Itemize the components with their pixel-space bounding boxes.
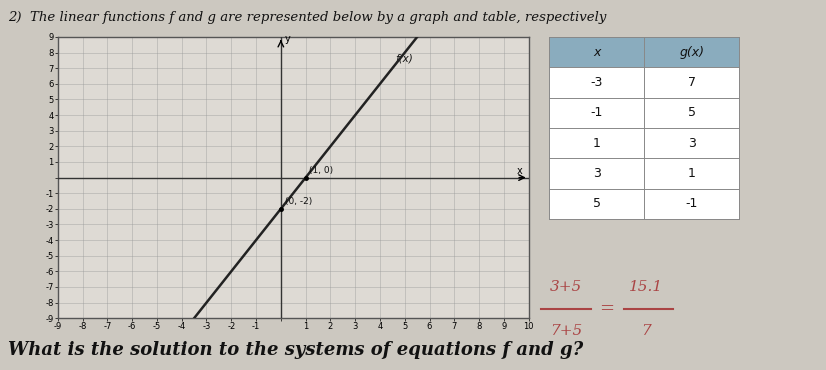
Text: 5: 5 <box>688 106 695 120</box>
Text: 5: 5 <box>593 197 601 211</box>
Text: x: x <box>516 166 522 176</box>
Text: x: x <box>593 46 601 59</box>
Text: -1: -1 <box>591 106 603 120</box>
Text: What is the solution to the systems of equations f and g?: What is the solution to the systems of e… <box>8 341 583 359</box>
Text: -1: -1 <box>686 197 698 211</box>
Text: 3: 3 <box>593 167 601 180</box>
Text: =: = <box>600 300 615 318</box>
Text: 7+5: 7+5 <box>549 324 582 338</box>
Text: 7: 7 <box>688 76 695 89</box>
Text: (0, -2): (0, -2) <box>284 197 311 206</box>
Text: y: y <box>284 34 290 44</box>
Text: 15.1: 15.1 <box>629 280 663 294</box>
Text: 1: 1 <box>688 167 695 180</box>
Text: (1, 0): (1, 0) <box>309 166 334 175</box>
Text: 3: 3 <box>688 137 695 150</box>
Text: 3+5: 3+5 <box>549 280 582 294</box>
Text: 1: 1 <box>593 137 601 150</box>
Text: g(x): g(x) <box>679 46 705 59</box>
Text: 7: 7 <box>641 324 651 338</box>
Text: -3: -3 <box>591 76 603 89</box>
Text: f(x): f(x) <box>395 54 412 64</box>
Text: 2)  The linear functions f and g are represented below by a graph and table, res: 2) The linear functions f and g are repr… <box>8 11 606 24</box>
